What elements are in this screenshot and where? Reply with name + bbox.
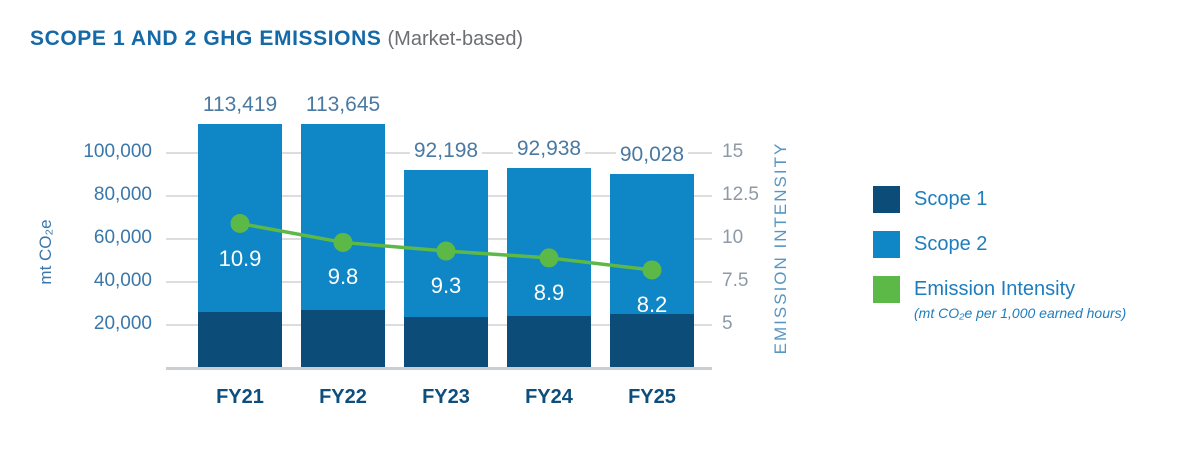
x-axis-label-FY24: FY24 [525, 386, 573, 408]
right-axis-tick-label: 10 [722, 227, 744, 248]
legend-item-scope2: Scope 2 [873, 231, 1126, 258]
bar-scope2-FY25 [610, 174, 694, 315]
legend-sublabel-intensity: (mt CO₂e per 1,000 earned hours) [914, 305, 1127, 321]
scope2-swatch [873, 231, 900, 258]
bar-total-label-FY24: 92,938 [512, 137, 586, 162]
right-axis-tick-label: 12.5 [722, 184, 759, 205]
chart-title-main: SCOPE 1 AND 2 GHG EMISSIONS [30, 27, 382, 50]
bar-total-label-FY21: 113,419 [198, 93, 282, 118]
bar-scope2-FY24 [507, 168, 591, 317]
bar-scope1-FY25 [610, 314, 694, 367]
left-axis-tick-label: 100,000 [83, 141, 152, 162]
legend-item-intensity: Emission Intensity (mt CO₂e per 1,000 ea… [873, 276, 1126, 321]
x-axis-label-FY23: FY23 [422, 386, 470, 408]
bar-scope1-FY21 [198, 312, 282, 367]
legend-label-scope2: Scope 2 [914, 233, 988, 255]
left-axis-tick-label: 60,000 [93, 227, 152, 248]
emission-intensity-point-FY21 [230, 214, 250, 234]
chart-legend: Scope 1 Scope 2 Emission Intensity (mt C… [873, 186, 1126, 339]
bar-total-label-FY23: 92,198 [409, 138, 483, 163]
bar-scope1-FY24 [507, 316, 591, 367]
bar-scope1-FY23 [404, 317, 488, 367]
emission-intensity-point-FY25 [642, 260, 662, 280]
legend-label-intensity: Emission Intensity [914, 278, 1076, 300]
chart-title: SCOPE 1 AND 2 GHG EMISSIONS (Market-based… [30, 27, 523, 51]
emission-intensity-point-FY23 [436, 241, 456, 261]
scope1-swatch [873, 186, 900, 213]
bar-scope2-FY22 [301, 123, 385, 310]
legend-item-scope1: Scope 1 [873, 186, 1126, 213]
intensity-value-label-FY25: 8.2 [636, 291, 668, 317]
right-axis-tick-label: 7.5 [722, 270, 749, 291]
bar-total-label-FY25: 90,028 [615, 143, 689, 168]
left-axis-tick-label: 20,000 [93, 313, 152, 334]
chart-title-suffix: (Market-based) [387, 28, 524, 50]
x-axis-label-FY21: FY21 [216, 386, 264, 408]
bar-total-label-FY22: 113,645 [301, 92, 385, 117]
intensity-value-label-FY24: 8.9 [533, 279, 565, 305]
left-axis-tick-label: 80,000 [93, 184, 152, 205]
x-axis-label-FY22: FY22 [319, 386, 367, 408]
left-axis-tick-label: 40,000 [93, 270, 152, 291]
intensity-swatch [873, 276, 900, 303]
intensity-value-label-FY21: 10.9 [218, 245, 262, 271]
right-axis-tick-label: 15 [722, 141, 744, 162]
emission-intensity-point-FY24 [539, 248, 559, 268]
bar-scope1-FY22 [301, 309, 385, 367]
intensity-value-label-FY22: 9.8 [327, 264, 359, 290]
x-axis-baseline [166, 367, 712, 370]
intensity-value-label-FY23: 9.3 [430, 273, 462, 299]
x-axis-label-FY25: FY25 [628, 386, 676, 408]
emission-intensity-point-FY22 [333, 232, 353, 252]
legend-label-scope1: Scope 1 [914, 188, 988, 210]
right-axis-tick-label: 5 [722, 313, 733, 334]
